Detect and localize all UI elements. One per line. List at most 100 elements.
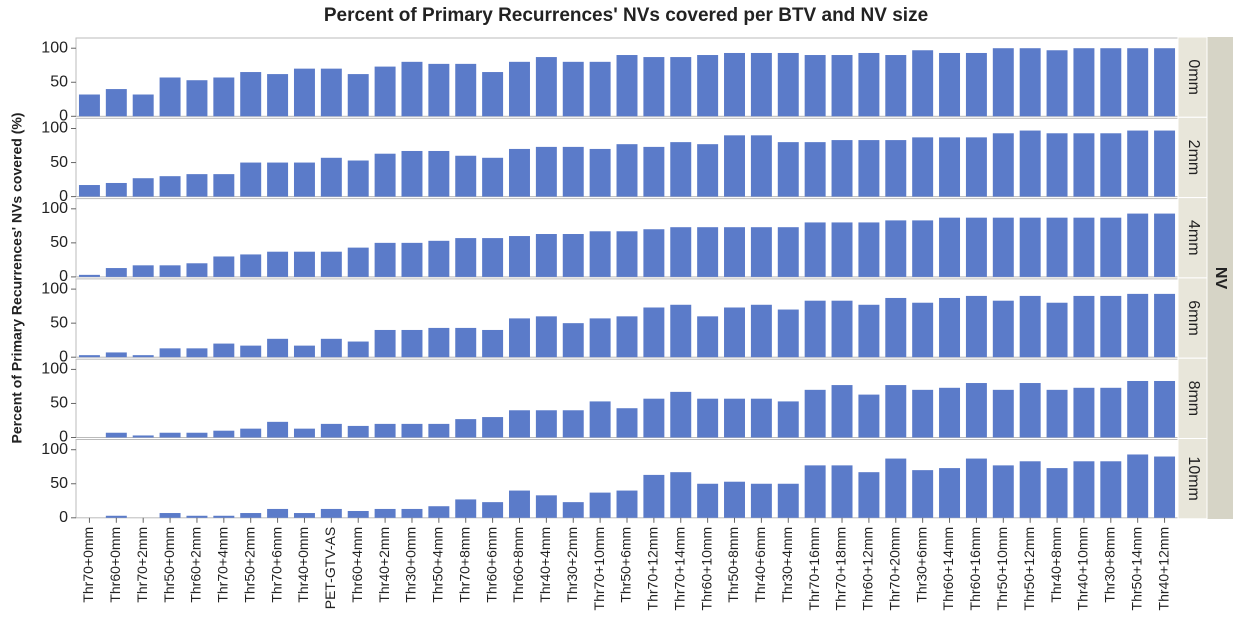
bar [213,343,235,358]
x-tick-label: Thr70+0mm [80,527,96,603]
x-tick-label: Thr50+14mm [1128,527,1144,611]
bar [562,234,584,277]
bar [697,316,719,358]
bar [267,338,289,358]
x-tick-label: Thr70+2mm [134,527,150,603]
bar [912,220,934,277]
bar [939,297,961,358]
bar [213,515,235,518]
bar [320,338,342,358]
bar [293,428,315,438]
y-tick-label: 0 [59,429,68,446]
bar [724,135,745,197]
bar [213,77,235,117]
bar [186,263,208,277]
x-tick-label: Thr30+4mm [779,527,795,603]
bar [804,300,826,358]
x-tick-label: Thr70+4mm [215,527,231,603]
bar [1073,461,1095,518]
bar [1046,302,1068,358]
x-tick-label: Thr40+4mm [537,527,553,603]
bar [992,217,1014,277]
bar [831,385,853,438]
bar [885,55,907,117]
bar [320,157,342,197]
bar [562,502,584,518]
bar [858,472,880,518]
bar [535,316,557,358]
y-tick-label: 100 [41,120,68,137]
bar [589,148,611,197]
bar [670,142,692,197]
bar [509,148,530,197]
bar [374,153,396,197]
x-tick-label: Thr40+10mm [1075,527,1091,611]
bar [132,435,154,438]
bar [535,146,557,197]
bar [1046,133,1068,197]
bar [965,52,987,117]
bar [643,57,665,117]
x-tick-label: Thr60+2mm [188,527,204,603]
bar [750,398,772,438]
panel-label: 4mm [1185,220,1202,256]
bar [320,68,342,117]
x-tick-label: Thr60+4mm [349,527,365,603]
panel-strip [1177,438,1208,520]
bar [1100,387,1122,438]
bar [992,300,1014,358]
bar [831,222,853,277]
bar [858,304,880,358]
bar [1073,48,1095,117]
bar [482,502,504,518]
bar [213,174,235,197]
x-tick-label: Thr60+16mm [967,527,983,611]
bar [428,327,450,358]
x-tick-label: Thr40+0mm [295,527,311,603]
bar [589,401,611,438]
bar [1100,461,1122,518]
bar [616,316,638,358]
y-tick-label: 100 [41,200,68,217]
x-tick-label: Thr70+16mm [806,527,822,611]
bar [1073,133,1095,197]
x-tick-label: Thr50+0mm [161,527,177,603]
bar [186,80,208,117]
bar [1100,295,1122,358]
y-tick-label: 100 [41,39,68,56]
bar [1154,213,1176,277]
bar [777,401,799,438]
y-tick-label: 50 [50,395,68,412]
bar [939,387,961,438]
bar [482,238,504,277]
bar [455,327,477,358]
bar [240,428,262,438]
bar [78,355,100,358]
bar [105,352,127,358]
bar [509,236,530,277]
bar [267,421,289,438]
bar [1154,380,1176,438]
bar [1019,383,1041,438]
bar [159,432,181,438]
bar [777,52,799,117]
bar [240,72,262,117]
bar [670,57,692,117]
bar [992,48,1014,117]
bar [643,307,665,358]
bar [1019,461,1041,518]
bar [374,423,396,438]
bar [1073,387,1095,438]
bar [374,242,396,277]
bar [1019,130,1041,197]
bar [186,432,208,438]
x-tick-label: Thr70+8mm [456,527,472,603]
y-tick-label: 100 [41,361,68,378]
bar [401,61,423,117]
x-tick-label: Thr60+6mm [483,527,499,603]
bar [1127,48,1149,117]
bar [267,251,289,277]
bar [724,307,745,358]
x-tick-label: Thr60+14mm [940,527,956,611]
bar [401,242,423,277]
